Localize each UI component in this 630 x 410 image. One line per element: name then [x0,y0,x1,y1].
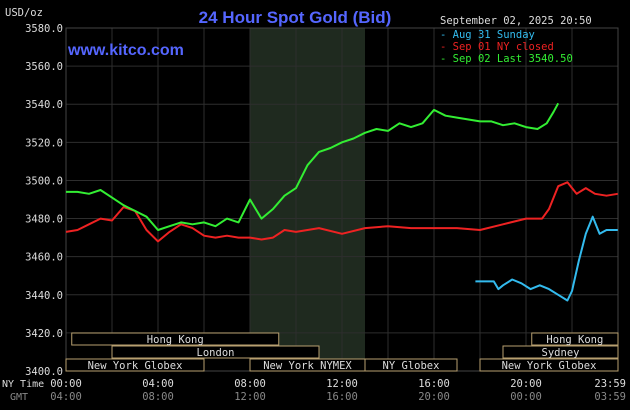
x-axis-ticks: 00:00 04:00 08:00 12:00 16:00 20:00 23:5904:00… [50,378,626,403]
chart-grid [65,27,619,372]
gmt-axis-label: GMT [10,392,28,403]
session-label: Hong Kong [546,334,603,346]
legend-item-sep01: - Sep 01 NY closed [440,41,554,53]
y-tick-label: 3540.0 [25,99,63,111]
session-bar: Sydney [502,345,619,359]
session-label: New York Globex [88,360,183,372]
nymex-shaded-region [250,28,365,371]
y-axis-ticks: 3400.0 3420.0 3440.0 3460.0 3480.0 3500.0 3520… [25,23,63,378]
x-tick-label-gmt: 20:00 [418,391,450,403]
series-line-3 [66,102,560,231]
x-tick-label-gmt: 08:00 [142,391,174,403]
chart-title: 24 Hour Spot Gold (Bid) [199,8,392,27]
session-label: New York NYMEX [263,360,352,372]
session-bar: New York Globex [65,358,205,372]
session-bar-box [479,358,619,372]
x-tick-label-ny: 08:00 [234,378,266,390]
session-bar: Hong Kong [71,332,280,346]
y-tick-label: 3500.0 [25,175,63,187]
series-line-2 [65,181,618,243]
x-tick-label-ny: 16:00 [418,378,450,390]
session-label: Sydney [542,347,580,359]
y-tick-label: 3460.0 [25,252,63,264]
y-tick-label: 3580.0 [25,23,63,35]
x-tick-label-gmt: 00:00 [510,391,542,403]
session-bar-box [502,345,619,359]
x-tick-label-ny: 23:59 [594,378,626,390]
session-bar-box [65,358,205,372]
x-tick-label-ny: 20:00 [510,378,542,390]
session-bar: NY Globex [364,358,458,372]
legend: - Aug 31 Sunday - Sep 01 NY closed - Sep… [440,29,573,65]
session-bar-box [531,332,619,346]
session-label: Hong Kong [147,334,204,346]
session-bar: New York Globex [479,358,619,372]
x-tick-label-ny: 04:00 [142,378,174,390]
y-tick-label: 3420.0 [25,328,63,340]
ny-time-axis-label: NY Time [2,379,44,390]
session-bar: London [111,345,320,359]
session-label: NY Globex [383,360,440,372]
x-tick-label-gmt: 12:00 [234,391,266,403]
session-bar-box [364,358,458,372]
session-label: London [197,347,235,359]
session-bar-box [71,332,280,346]
session-label: New York Globex [502,360,597,372]
session-bar: New York NYMEX [249,358,366,372]
x-tick-label-gmt: 04:00 [50,391,82,403]
timestamp: September 02, 2025 20:50 [440,15,592,27]
x-tick-label-gmt: 03:59 [594,391,626,403]
price-series [65,102,618,302]
session-bar-box [111,345,320,359]
y-tick-label: 3400.0 [25,366,63,378]
x-tick-label-gmt: 16:00 [326,391,358,403]
website-label: www.kitco.com [67,42,184,59]
session-bar: Hong Kong [531,332,619,346]
x-tick-label-ny: 00:00 [50,378,82,390]
legend-item-aug31: - Aug 31 Sunday [440,29,535,41]
y-tick-label: 3440.0 [25,290,63,302]
x-tick-label-ny: 12:00 [326,378,358,390]
unit-label: USD/oz [5,7,43,19]
y-tick-label: 3560.0 [25,61,63,73]
series-line-1 [475,215,618,302]
y-tick-label: 3520.0 [25,137,63,149]
legend-item-sep02: - Sep 02 Last 3540.50 [440,53,573,65]
y-tick-label: 3480.0 [25,214,63,226]
